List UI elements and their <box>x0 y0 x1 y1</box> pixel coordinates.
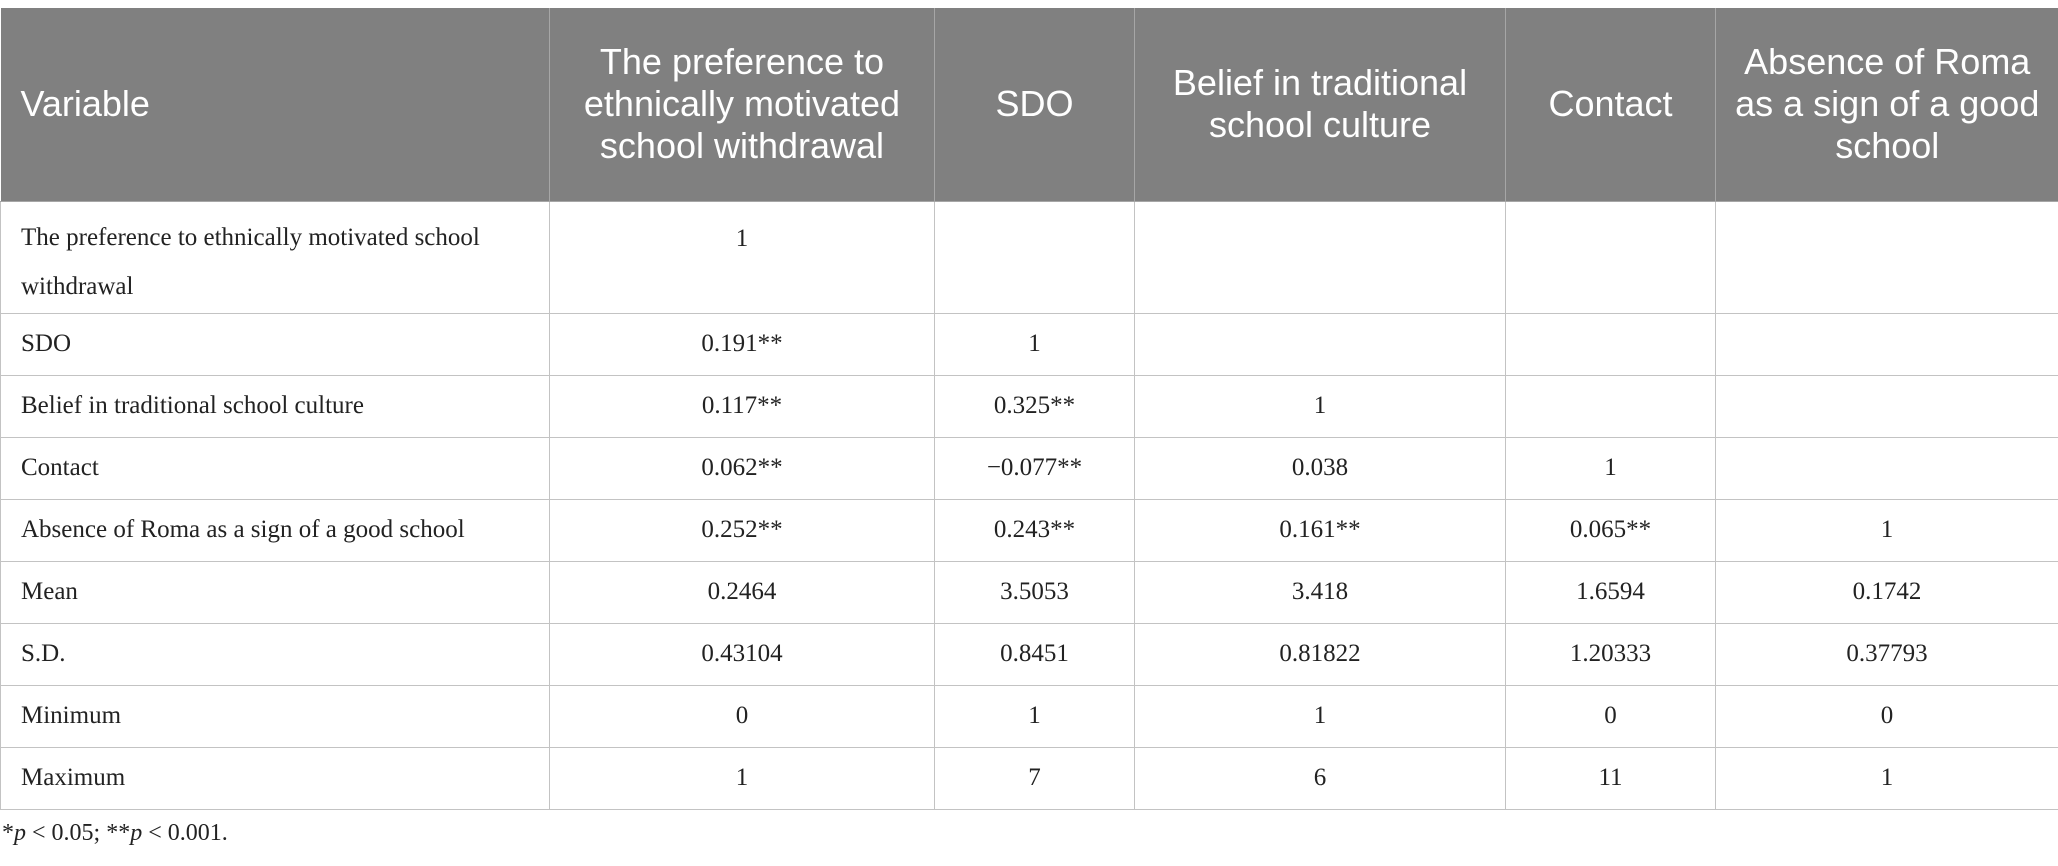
table-cell: 0.81822 <box>1134 622 1506 686</box>
row-label: Contact <box>0 436 550 500</box>
row-label: Maximum <box>0 746 550 810</box>
table-cell: 6 <box>1134 746 1506 810</box>
table-cell <box>934 200 1135 314</box>
table-cell: 7 <box>934 746 1135 810</box>
table-cell <box>1715 200 2058 314</box>
table-cell: 0 <box>549 684 935 748</box>
row-label: Belief in traditional school culture <box>0 374 550 438</box>
table-cell: 0.2464 <box>549 560 935 624</box>
table-cell: 0.161** <box>1134 498 1506 562</box>
footnote-text: * <box>2 820 14 846</box>
table-cell: 0.1742 <box>1715 560 2058 624</box>
row-label: SDO <box>0 312 550 376</box>
table-cell <box>1134 200 1506 314</box>
table-row: S.D. 0.43104 0.8451 0.81822 1.20333 0.37… <box>0 622 2058 686</box>
table-cell: 1 <box>934 684 1135 748</box>
table-cell: 11 <box>1505 746 1716 810</box>
table-cell: 1 <box>549 200 935 314</box>
table-row: SDO 0.191** 1 <box>0 312 2058 376</box>
table-row: The preference to ethnically motivated s… <box>0 200 2058 314</box>
column-header-withdrawal-preference: The preference to ethnically motivated s… <box>549 8 935 202</box>
table-cell: 1 <box>1715 498 2058 562</box>
table-cell: 0.062** <box>549 436 935 500</box>
table-cell: 1.6594 <box>1505 560 1716 624</box>
row-label: Minimum <box>0 684 550 748</box>
table-cell: 0.325** <box>934 374 1135 438</box>
table-cell: 0.038 <box>1134 436 1506 500</box>
correlation-table: Variable The preference to ethnically mo… <box>0 8 2058 810</box>
table-cell: 1 <box>934 312 1135 376</box>
table-cell: 3.418 <box>1134 560 1506 624</box>
table-cell: 0 <box>1505 684 1716 748</box>
significance-footnote: *p < 0.05; **p < 0.001. <box>2 820 228 847</box>
table-cell <box>1505 374 1716 438</box>
table-cell: 1 <box>1134 684 1506 748</box>
footnote-text: < 0.001. <box>142 820 228 846</box>
table-cell <box>1134 312 1506 376</box>
table-cell: 0.191** <box>549 312 935 376</box>
column-header-absence-of-roma: Absence of Roma as a sign of a good scho… <box>1715 8 2058 202</box>
table-cell: 1 <box>1715 746 2058 810</box>
column-header-traditional-school-culture: Belief in traditional school culture <box>1134 8 1506 202</box>
table-row: Absence of Roma as a sign of a good scho… <box>0 498 2058 562</box>
table-cell: 0.37793 <box>1715 622 2058 686</box>
table-cell: 0.252** <box>549 498 935 562</box>
table-header-row: Variable The preference to ethnically mo… <box>0 8 2058 202</box>
table-cell: −0.077** <box>934 436 1135 500</box>
table-cell: 1 <box>1134 374 1506 438</box>
footnote-p-symbol: p <box>14 820 26 846</box>
column-header-variable: Variable <box>0 8 550 202</box>
table-cell <box>1715 312 2058 376</box>
table-cell: 0.43104 <box>549 622 935 686</box>
table-cell: 0.117** <box>549 374 935 438</box>
table-cell: 0.8451 <box>934 622 1135 686</box>
table-row: Contact 0.062** −0.077** 0.038 1 <box>0 436 2058 500</box>
table-row: Minimum 0 1 1 0 0 <box>0 684 2058 748</box>
table-cell <box>1715 374 2058 438</box>
table-cell <box>1505 200 1716 314</box>
table-cell: 3.5053 <box>934 560 1135 624</box>
column-header-sdo: SDO <box>934 8 1135 202</box>
table-cell <box>1715 436 2058 500</box>
footnote-text: < 0.05; ** <box>26 820 131 846</box>
row-label: The preference to ethnically motivated s… <box>0 200 550 314</box>
table-row: Belief in traditional school culture 0.1… <box>0 374 2058 438</box>
row-label: S.D. <box>0 622 550 686</box>
row-label: Mean <box>0 560 550 624</box>
table-row: Mean 0.2464 3.5053 3.418 1.6594 0.1742 <box>0 560 2058 624</box>
table-cell: 1 <box>549 746 935 810</box>
row-label: Absence of Roma as a sign of a good scho… <box>0 498 550 562</box>
table-cell: 0 <box>1715 684 2058 748</box>
table-cell: 0.243** <box>934 498 1135 562</box>
table-cell: 1.20333 <box>1505 622 1716 686</box>
table-cell: 0.065** <box>1505 498 1716 562</box>
table-cell <box>1505 312 1716 376</box>
table-cell: 1 <box>1505 436 1716 500</box>
table-row: Maximum 1 7 6 11 1 <box>0 746 2058 810</box>
footnote-p-symbol: p <box>130 820 143 846</box>
column-header-contact: Contact <box>1505 8 1716 202</box>
